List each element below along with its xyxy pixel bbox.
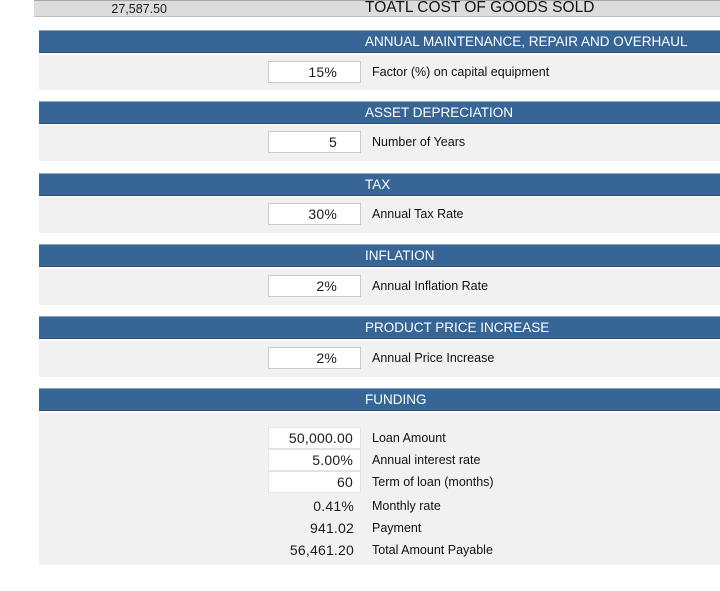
calc-value-monthly-rate: 0.41%: [313, 498, 354, 514]
calc-value-total-amount-payable: 56,461.20: [289, 542, 354, 558]
row-label-total-amount-payable: Total Amount Payable: [372, 543, 493, 557]
row-label-annual-price-increase: Annual Price Increase: [372, 351, 495, 365]
row-label-annual-inflation-rate: Annual Inflation Rate: [372, 279, 489, 293]
row-label-term-of-loan-months: Term of loan (months): [372, 475, 494, 489]
total-cogs-row: 27,587.50 TOATL COST OF GOODS SOLD: [34, 0, 720, 17]
input-cell-loan-amount[interactable]: 50,000.00: [268, 427, 361, 449]
row-label-payment: Payment: [372, 521, 422, 535]
input-cell-annual-inflation-rate[interactable]: 2%: [268, 275, 361, 297]
section-header-funding: FUNDING: [39, 388, 720, 411]
row-label-number-of-years: Number of Years: [372, 135, 466, 149]
section-body-annual-maintenance-repair-and-overhaul: 15% Factor (%) on capital equipment: [39, 55, 720, 90]
row-label-loan-amount: Loan Amount: [372, 431, 446, 445]
input-cell-annual-tax-rate[interactable]: 30%: [268, 203, 361, 225]
section-body-inflation: 2% Annual Inflation Rate: [39, 269, 720, 305]
section-header-asset-depreciation: ASSET DEPRECIATION: [39, 101, 720, 124]
input-cell-annual-price-increase[interactable]: 2%: [268, 347, 361, 369]
total-cogs-title: TOATL COST OF GOODS SOLD: [365, 0, 595, 16]
section-header-annual-maintenance-repair-and-overhaul: ANNUAL MAINTENANCE, REPAIR AND OVERHAUL: [39, 30, 720, 53]
total-cogs-value: 27,587.50: [111, 2, 167, 16]
section-body-funding: 50,000.00 Loan Amount 5.00% Annual interest…: [39, 413, 720, 565]
row-label-annual-tax-rate: Annual Tax Rate: [372, 207, 464, 221]
section-body-product-price-increase: 2% Annual Price Increase: [39, 341, 720, 377]
row-label-monthly-rate: Monthly rate: [372, 499, 441, 513]
section-body-asset-depreciation: 5 Number of Years: [39, 125, 720, 161]
section-body-tax: 30% Annual Tax Rate: [39, 197, 720, 233]
input-cell-annual-interest-rate[interactable]: 5.00%: [268, 449, 361, 471]
row-label-factor-on-capital-equipment: Factor (%) on capital equipment: [372, 65, 550, 79]
section-header-tax: TAX: [39, 173, 720, 196]
section-header-inflation: INFLATION: [39, 244, 720, 267]
calc-value-payment: 941.02: [309, 520, 354, 536]
row-label-annual-interest-rate: Annual interest rate: [372, 453, 481, 467]
input-cell-term-of-loan-months[interactable]: 60: [268, 471, 361, 493]
input-cell-factor-on-capital-equipment[interactable]: 15%: [268, 61, 361, 83]
input-cell-number-of-years[interactable]: 5: [268, 131, 361, 153]
section-header-product-price-increase: PRODUCT PRICE INCREASE: [39, 316, 720, 339]
